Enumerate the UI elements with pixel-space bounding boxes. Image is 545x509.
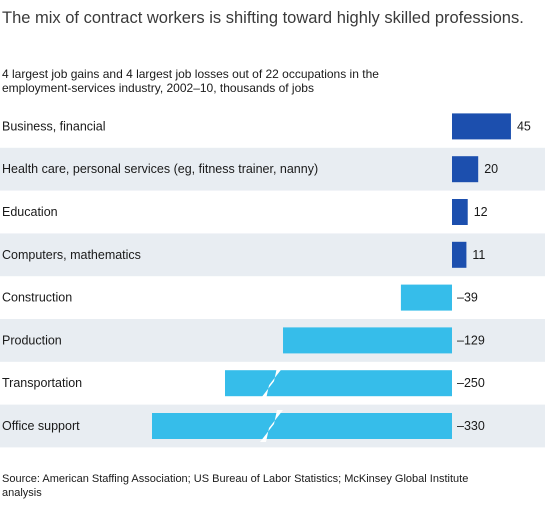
bar-construction: [400, 284, 452, 311]
source-note: Source: American Staffing Association; U…: [2, 473, 469, 499]
value-label-education: 12: [474, 205, 488, 219]
category-label-production: Production: [2, 333, 62, 347]
value-label-transportation: –250: [457, 376, 485, 390]
category-label-transportation: Transportation: [2, 376, 82, 390]
bar-transportation: [225, 370, 452, 397]
bar-production: [283, 327, 452, 354]
value-label-office-support: –330: [457, 419, 485, 433]
value-label-construction: –39: [457, 291, 478, 305]
value-label-production: –129: [457, 333, 485, 347]
bar-computers-mathematics: [452, 241, 467, 268]
row-bg-production: [0, 319, 545, 362]
category-label-business-financial: Business, financial: [2, 119, 106, 133]
bar-education: [452, 199, 468, 225]
value-label-health-care-personal-services-eg-fitness-trainer-nanny: 20: [484, 162, 498, 176]
labels: Business, financial 45 Health care, person…: [2, 119, 531, 433]
category-label-computers-mathematics: Computers, mathematics: [2, 248, 141, 262]
bar-chart: Business, financial 45 Health care, person…: [0, 113, 545, 448]
category-label-education: Education: [2, 205, 58, 219]
chart-title: The mix of contract workers is shifting …: [2, 9, 524, 27]
bar-business-financial: [452, 113, 511, 140]
axis-break-office-support: [260, 410, 283, 442]
chart-subtitle: 4 largest job gains and 4 largest job lo…: [2, 67, 379, 95]
category-label-construction: Construction: [2, 291, 72, 305]
category-label-office-support: Office support: [2, 419, 80, 433]
axis-break-transportation: [260, 367, 283, 400]
bars: [152, 113, 511, 442]
bar-office-support: [152, 413, 452, 439]
value-label-computers-mathematics: 11: [472, 248, 485, 262]
category-label-health-care-personal-services-eg-fitness-trainer-nanny: Health care, personal services (eg, fitn…: [2, 162, 318, 176]
bar-health-care-personal-services-eg-fitness-trainer-nanny: [452, 156, 479, 183]
value-label-business-financial: 45: [517, 119, 531, 133]
